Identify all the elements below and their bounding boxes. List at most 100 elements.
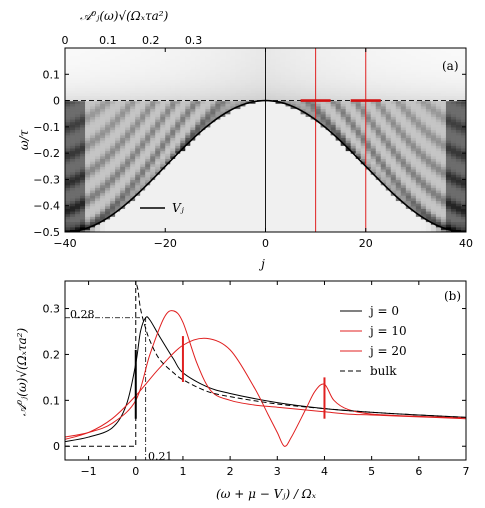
heatmap-cell	[295, 124, 302, 128]
heatmap-cell	[90, 229, 96, 232]
heatmap-cell	[200, 105, 206, 110]
heatmap-cell	[100, 53, 106, 57]
heatmap-cell	[100, 87, 106, 91]
heatmap-cell	[375, 184, 382, 188]
heatmap-cell	[125, 195, 131, 199]
heatmap-cell	[385, 126, 392, 131]
heatmap-cell	[325, 108, 332, 112]
heatmap-cell	[230, 168, 237, 173]
heatmap-cell	[120, 140, 126, 144]
heatmap-cell	[300, 53, 307, 57]
heatmap-cell	[300, 137, 307, 141]
heatmap-cell	[375, 79, 382, 83]
heatmap-cell	[175, 221, 181, 225]
heatmap-cell	[185, 192, 191, 196]
heatmap-cell	[110, 82, 116, 86]
heatmap-cell	[240, 63, 247, 67]
heatmap-cell	[390, 163, 397, 167]
heatmap-cell	[210, 200, 216, 204]
heatmap-cell	[380, 58, 387, 62]
heatmap-cell	[200, 179, 206, 183]
heatmap-cell	[160, 100, 166, 104]
heatmap-cell	[345, 92, 352, 96]
heatmap-cell	[100, 161, 106, 165]
heatmap-cell	[100, 166, 106, 170]
heatmap-cell	[75, 176, 81, 181]
heatmap-cell	[80, 76, 86, 81]
heatmap-cell	[80, 79, 86, 83]
heatmap-cell	[420, 221, 427, 225]
heatmap-cell	[350, 205, 357, 209]
heatmap-cell	[275, 126, 282, 131]
heatmap-cell	[235, 163, 242, 167]
heatmap-cell	[335, 53, 342, 57]
heatmap-cell	[365, 150, 372, 154]
heatmap-cell	[225, 63, 232, 67]
heatmap-cell	[85, 61, 91, 65]
heatmap-cell	[225, 182, 232, 186]
heatmap-cell	[240, 187, 247, 191]
heatmap-cell	[310, 213, 317, 217]
heatmap-cell	[350, 189, 357, 194]
heatmap-cell	[350, 210, 357, 215]
heatmap-cell	[215, 150, 221, 154]
heatmap-cell	[70, 142, 76, 146]
heatmap-cell	[395, 142, 402, 146]
heatmap-cell	[260, 87, 267, 91]
heatmap-cell	[260, 132, 267, 136]
heatmap-cell	[330, 171, 337, 175]
heatmap-cell	[175, 111, 181, 115]
heatmap-cell	[260, 210, 267, 215]
heatmap-cell	[230, 140, 237, 144]
heatmap-cell	[265, 184, 272, 188]
heatmap-cell	[305, 63, 312, 67]
heatmap-cell	[155, 92, 161, 96]
heatmap-cell	[270, 158, 277, 162]
heatmap-cell	[355, 179, 362, 183]
heatmap-cell	[115, 74, 121, 78]
heatmap-cell	[340, 176, 347, 181]
heatmap-cell	[210, 134, 216, 138]
heatmap-cell	[130, 226, 136, 230]
heatmap-cell	[155, 87, 161, 91]
heatmap-cell	[180, 126, 186, 131]
heatmap-cell	[400, 208, 407, 212]
heatmap-cell	[115, 61, 121, 65]
heatmap-cell	[325, 224, 332, 228]
heatmap-cell	[285, 121, 292, 125]
heatmap-cell	[385, 163, 392, 167]
heatmap-cell	[405, 182, 412, 186]
heatmap-cell	[240, 66, 247, 70]
heatmap-cell	[175, 189, 181, 194]
heatmap-cell	[115, 108, 121, 112]
heatmap-cell	[275, 74, 282, 78]
heatmap-cell	[255, 55, 262, 60]
heatmap-cell	[310, 58, 317, 62]
heatmap-cell	[325, 203, 332, 207]
heatmap-cell	[185, 137, 191, 141]
heatmap-cell	[105, 203, 111, 207]
heatmap-cell	[340, 58, 347, 62]
heatmap-cell	[365, 171, 372, 175]
heatmap-cell	[405, 113, 412, 117]
heatmap-cell	[65, 147, 71, 152]
heatmap-cell	[85, 158, 91, 162]
heatmap-cell	[335, 174, 342, 178]
heatmap-cell	[80, 182, 86, 186]
heatmap-cell	[270, 58, 277, 62]
heatmap-cell	[275, 63, 282, 67]
heatmap-cell	[315, 71, 322, 75]
heatmap-cell	[350, 142, 357, 146]
heatmap-cell	[215, 111, 221, 115]
heatmap-cell	[165, 84, 171, 89]
heatmap-cell	[150, 187, 156, 191]
heatmap-cell	[235, 174, 242, 178]
heatmap-cell	[85, 210, 91, 215]
heatmap-cell	[395, 174, 402, 178]
heatmap-cell	[90, 158, 96, 162]
heatmap-cell	[135, 174, 141, 178]
heatmap-cell	[80, 53, 86, 57]
heatmap-cell	[345, 129, 352, 133]
heatmap-cell	[340, 69, 347, 73]
heatmap-cell	[95, 137, 101, 141]
